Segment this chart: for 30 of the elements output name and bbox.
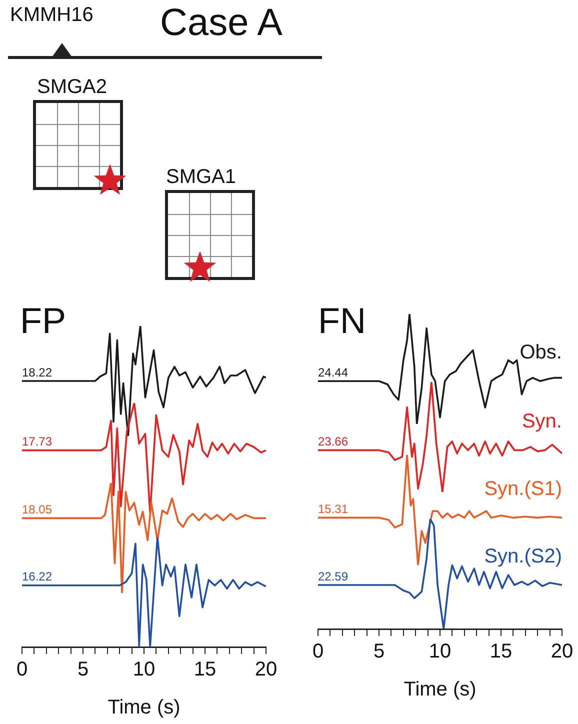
- text: Case A: [160, 2, 283, 45]
- x-tick-label: 5: [77, 658, 89, 680]
- text: SMGA1: [166, 166, 236, 189]
- series-label: Obs.: [520, 342, 562, 364]
- text: KMMH16: [10, 4, 94, 27]
- text: SMGA2: [37, 76, 108, 99]
- x-axis-title: Time (s): [404, 678, 476, 701]
- annotation: 23.66: [318, 434, 348, 448]
- chart-title: FP: [20, 300, 66, 342]
- x-tick-label: 20: [254, 658, 278, 680]
- x-tick-label: 10: [132, 658, 156, 680]
- x-tick-label: 10: [428, 640, 452, 663]
- x-axis-title: Time (s): [108, 696, 180, 718]
- annotation: 22.59: [318, 569, 348, 584]
- x-tick-label: 0: [312, 640, 324, 663]
- series-label: Syn.(S2): [484, 546, 562, 568]
- annotation: 15.31: [318, 502, 348, 516]
- series-label: Syn.(S1): [484, 478, 562, 501]
- annotation: 17.73: [22, 434, 52, 448]
- x-tick-label: 15: [490, 640, 512, 663]
- annotation: 16.22: [22, 569, 52, 584]
- x-tick-label: 20: [550, 640, 574, 663]
- series-label: Syn.: [522, 410, 562, 433]
- x-tick-label: 5: [373, 640, 385, 663]
- annotation: 18.22: [22, 365, 52, 380]
- x-tick-label: 0: [16, 658, 28, 680]
- annotation: 18.05: [22, 502, 52, 516]
- x-tick-label: 15: [194, 658, 216, 680]
- annotation: 24.44: [318, 365, 348, 380]
- chart-title: FN: [318, 300, 366, 342]
